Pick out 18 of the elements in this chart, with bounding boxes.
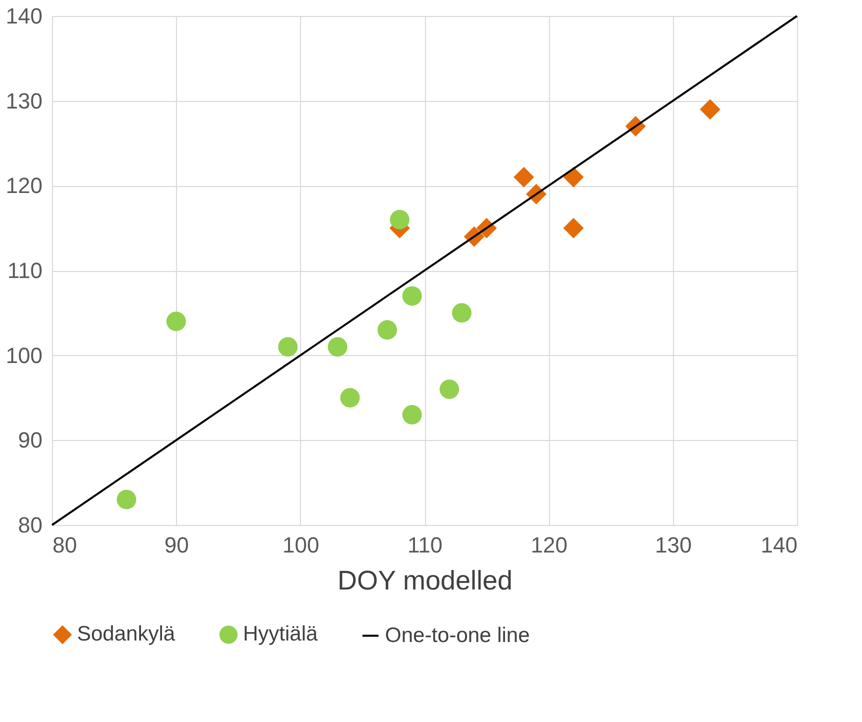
- legend-label: One-to-one line: [385, 624, 530, 647]
- legend-label: Sodankylä: [77, 622, 176, 646]
- x-axis-title: DOY modelled: [337, 566, 513, 596]
- x-tick-label: 110: [407, 532, 443, 558]
- x-tick-label: 90: [164, 532, 189, 558]
- y-tick-label: 90: [18, 428, 42, 453]
- legend-label: Hyytiälä: [243, 622, 318, 646]
- y-tick-label: 120: [6, 173, 42, 198]
- x-tick-label: 140: [760, 532, 798, 558]
- x-tick-label: 100: [282, 532, 320, 558]
- x-tick-label: 120: [530, 532, 568, 558]
- x-tick-label: 130: [654, 532, 692, 558]
- y-tick-label: 100: [6, 342, 42, 368]
- y-tick-label: 110: [7, 258, 42, 283]
- y-tick-label: 80: [18, 512, 42, 538]
- y-tick-label: 140: [6, 4, 42, 28]
- x-tick-label: 80: [52, 532, 77, 558]
- y-tick-label: 130: [6, 88, 42, 114]
